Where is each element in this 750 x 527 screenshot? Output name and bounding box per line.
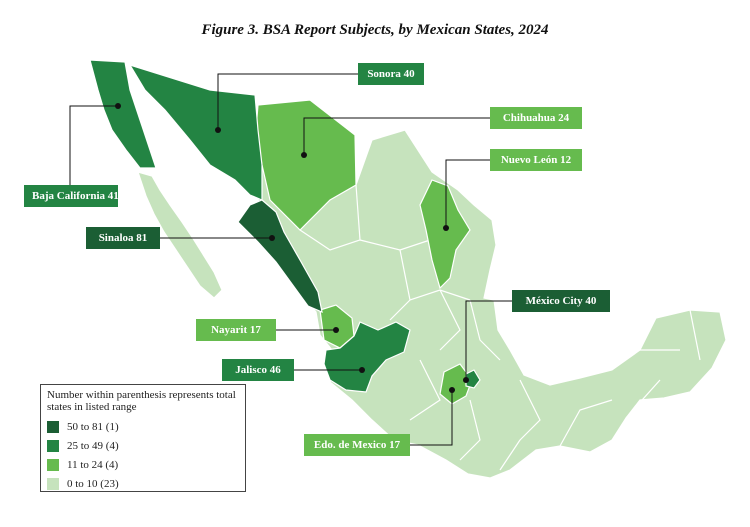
legend-label: 11 to 24 (4) (67, 459, 119, 471)
callout-mexico-city: México City 40 (512, 290, 610, 312)
state-sinaloa (237, 199, 323, 314)
state-mexico-city (465, 369, 481, 389)
state-baja-california (89, 59, 157, 169)
legend-swatch (47, 478, 59, 490)
legend-item: 11 to 24 (4) (47, 457, 239, 473)
legend-item: 25 to 49 (4) (47, 438, 239, 454)
callout-sinaloa: Sinaloa 81 (86, 227, 160, 249)
base-states (137, 129, 727, 479)
legend-item: 0 to 10 (23) (47, 476, 239, 492)
legend-note: Number within parenthesis represents tot… (47, 389, 236, 413)
dot-sinaloa (269, 235, 275, 241)
legend-swatch (47, 459, 59, 471)
leader-mexico-city (465, 300, 512, 380)
leader-chihuahua (303, 117, 490, 155)
dot-nayarit (333, 327, 339, 333)
map-legend: Number within parenthesis represents tot… (40, 384, 246, 492)
leader-dots (115, 103, 469, 393)
state-nuevo-leon (419, 179, 471, 290)
tier2-states (89, 59, 481, 393)
leader-lines (69, 73, 512, 446)
legend-item: 50 to 81 (1) (47, 419, 239, 435)
leader-edo-mexico (410, 390, 453, 446)
callout-jalisco: Jalisco 46 (222, 359, 294, 381)
dot-chihuahua (301, 152, 307, 158)
leader-nuevo-leon (445, 159, 490, 228)
figure-title: Figure 3. BSA Report Subjects, by Mexica… (201, 22, 549, 38)
dot-jalisco (359, 367, 365, 373)
dot-baja-california (115, 103, 121, 109)
callout-chihuahua: Chihuahua 24 (490, 107, 582, 129)
callout-nuevo-leon: Nuevo León 12 (490, 149, 582, 171)
state-jalisco (323, 321, 411, 393)
legend-swatch (47, 421, 59, 433)
state-edo-mexico (439, 363, 473, 405)
callout-nayarit: Nayarit 17 (196, 319, 276, 341)
legend-swatch (47, 440, 59, 452)
callout-edo-mexico: Edo. de Mexico 17 (304, 434, 410, 456)
dot-edo-mexico (449, 387, 455, 393)
dot-sonora (215, 127, 221, 133)
tier1-states (237, 199, 323, 314)
callout-sonora: Sonora 40 (358, 63, 424, 85)
legend-label: 0 to 10 (23) (67, 478, 119, 490)
state-borders (299, 184, 701, 471)
dot-nuevo-leon (443, 225, 449, 231)
leader-baja-california (69, 105, 118, 185)
state-baja-california-sur (137, 171, 223, 299)
callout-baja-california: Baja California 41 (24, 185, 119, 207)
state-sonora (128, 63, 263, 201)
state-mainland-base (254, 129, 727, 479)
leader-sonora (217, 73, 358, 130)
legend-label: 25 to 49 (4) (67, 440, 119, 452)
legend-label: 50 to 81 (1) (67, 421, 119, 433)
dot-mexico-city (463, 377, 469, 383)
tier3-states (255, 99, 473, 405)
